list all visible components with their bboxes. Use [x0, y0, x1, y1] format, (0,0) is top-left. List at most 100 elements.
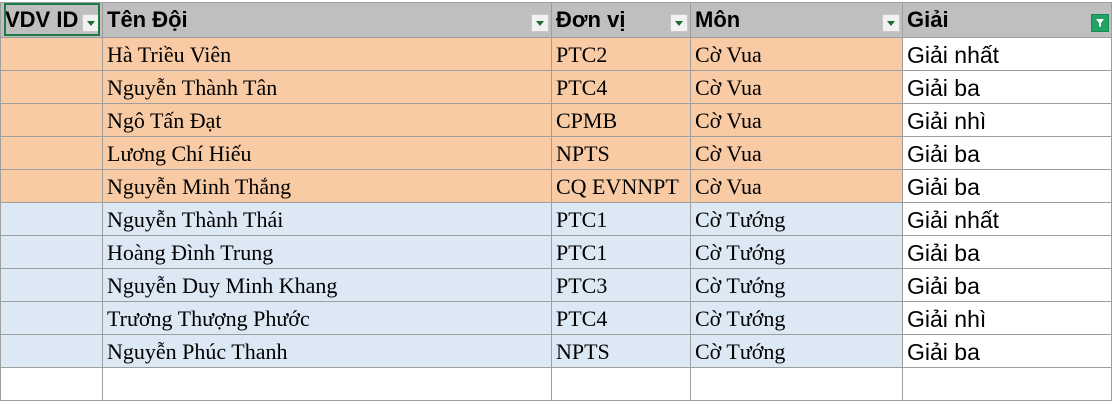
cell-ten-doi[interactable]: Nguyễn Phúc Thanh — [102, 334, 552, 368]
cell-don-vi[interactable]: CQ EVNNPT — [551, 169, 691, 203]
header-ten-doi[interactable]: Tên Đội — [102, 2, 552, 38]
cell-mon[interactable]: Cờ Vua — [690, 136, 903, 170]
cell-giai[interactable]: Giải ba — [902, 235, 1112, 269]
cell-don-vi[interactable]: PTC1 — [551, 202, 691, 236]
table-row[interactable]: Nguyễn Phúc Thanh NPTS Cờ Tướng Giải ba — [0, 334, 1112, 368]
cell-text: Giải nhất — [907, 42, 1000, 68]
cell-don-vi[interactable]: PTC4 — [551, 70, 691, 104]
filter-dropdown-icon[interactable] — [882, 14, 900, 32]
cell-giai[interactable]: Giải ba — [902, 268, 1112, 302]
header-label: Giải — [907, 7, 949, 32]
cell-don-vi[interactable]: NPTS — [551, 136, 691, 170]
table-row[interactable]: Hà Triều Viên PTC2 Cờ Vua Giải nhất — [0, 37, 1112, 71]
cell-ten-doi[interactable]: Lương Chí Hiếu — [102, 136, 552, 170]
cell-text: Cờ Vua — [695, 141, 762, 166]
table-row[interactable]: Nguyễn Minh Thắng CQ EVNNPT Cờ Vua Giải … — [0, 169, 1112, 203]
header-mon[interactable]: Môn — [690, 2, 903, 38]
cell-text: Cờ Tướng — [695, 339, 786, 364]
cell-text: Giải nhất — [907, 207, 1000, 233]
cell-text: Giải ba — [907, 273, 980, 299]
header-don-vi[interactable]: Đơn vị — [551, 2, 691, 38]
filter-dropdown-icon[interactable] — [82, 14, 100, 32]
filter-dropdown-icon[interactable] — [670, 14, 688, 32]
cell-mon[interactable]: Cờ Vua — [690, 103, 903, 137]
cell-don-vi[interactable]: NPTS — [551, 334, 691, 368]
cell-ten-doi[interactable]: Hà Triều Viên — [102, 37, 552, 71]
cell-text: Giải ba — [907, 75, 980, 101]
cell-text: Giải ba — [907, 174, 980, 200]
cell-giai[interactable]: Giải nhất — [902, 37, 1112, 71]
table-row[interactable]: Ngô Tấn Đạt CPMB Cờ Vua Giải nhì — [0, 103, 1112, 137]
header-label: Đơn vị — [556, 7, 626, 32]
cell-mon[interactable]: Cờ Vua — [690, 70, 903, 104]
cell-giai[interactable]: Giải nhì — [902, 301, 1112, 335]
cell-vdv-id[interactable] — [0, 334, 103, 368]
cell-mon[interactable]: Cờ Vua — [690, 37, 903, 71]
cell-vdv-id[interactable] — [0, 103, 103, 137]
cell-don-vi[interactable]: PTC3 — [551, 268, 691, 302]
header-giai[interactable]: Giải — [902, 2, 1112, 38]
cell-mon[interactable]: Cờ Tướng — [690, 301, 903, 335]
cell-vdv-id[interactable] — [0, 301, 103, 335]
cell-text: Ngô Tấn Đạt — [107, 108, 222, 133]
header-vdv-id[interactable]: VDV ID — [0, 2, 103, 38]
header-label: VDV ID — [5, 7, 79, 32]
cell-text: Cờ Tướng — [695, 273, 786, 298]
cell-text: Hoàng Đình Trung — [107, 240, 274, 265]
cell-mon[interactable]: Cờ Vua — [690, 169, 903, 203]
cell-text: PTC1 — [556, 207, 608, 232]
empty-cell[interactable] — [102, 367, 552, 401]
cell-vdv-id[interactable] — [0, 202, 103, 236]
cell-mon[interactable]: Cờ Tướng — [690, 268, 903, 302]
table-row[interactable]: Trương Thượng Phước PTC4 Cờ Tướng Giải n… — [0, 301, 1112, 335]
cell-giai[interactable]: Giải ba — [902, 169, 1112, 203]
cell-giai[interactable]: Giải ba — [902, 334, 1112, 368]
filter-dropdown-icon[interactable] — [531, 14, 549, 32]
cell-text: Hà Triều Viên — [107, 42, 232, 67]
cell-giai[interactable]: Giải ba — [902, 136, 1112, 170]
cell-ten-doi[interactable]: Nguyễn Duy Minh Khang — [102, 268, 552, 302]
cell-text: Nguyễn Duy Minh Khang — [107, 273, 338, 298]
cell-vdv-id[interactable] — [0, 37, 103, 71]
cell-ten-doi[interactable]: Trương Thượng Phước — [102, 301, 552, 335]
cell-vdv-id[interactable] — [0, 169, 103, 203]
cell-ten-doi[interactable]: Nguyễn Thành Tân — [102, 70, 552, 104]
table-row[interactable]: Nguyễn Thành Thái PTC1 Cờ Tướng Giải nhấ… — [0, 202, 1112, 236]
cell-don-vi[interactable]: PTC2 — [551, 37, 691, 71]
filter-applied-icon[interactable] — [1091, 14, 1109, 32]
cell-vdv-id[interactable] — [0, 70, 103, 104]
cell-mon[interactable]: Cờ Tướng — [690, 202, 903, 236]
cell-text: Nguyễn Thành Thái — [107, 207, 284, 232]
cell-ten-doi[interactable]: Nguyễn Thành Thái — [102, 202, 552, 236]
cell-giai[interactable]: Giải nhất — [902, 202, 1112, 236]
cell-text: Cờ Tướng — [695, 207, 786, 232]
cell-don-vi[interactable]: PTC4 — [551, 301, 691, 335]
cell-mon[interactable]: Cờ Tướng — [690, 235, 903, 269]
cell-giai[interactable]: Giải ba — [902, 70, 1112, 104]
empty-cell[interactable] — [690, 367, 903, 401]
empty-cell[interactable] — [0, 367, 103, 401]
empty-cell[interactable] — [902, 367, 1112, 401]
header-label: Môn — [695, 7, 741, 32]
cell-don-vi[interactable]: PTC1 — [551, 235, 691, 269]
cell-text: Nguyễn Phúc Thanh — [107, 339, 288, 364]
table-row[interactable]: Nguyễn Duy Minh Khang PTC3 Cờ Tướng Giải… — [0, 268, 1112, 302]
table-row[interactable]: Nguyễn Thành Tân PTC4 Cờ Vua Giải ba — [0, 70, 1112, 104]
cell-text: Giải nhì — [907, 306, 987, 332]
cell-text: Cờ Vua — [695, 174, 762, 199]
cell-ten-doi[interactable]: Nguyễn Minh Thắng — [102, 169, 552, 203]
cell-giai[interactable]: Giải nhì — [902, 103, 1112, 137]
cell-mon[interactable]: Cờ Tướng — [690, 334, 903, 368]
empty-row[interactable] — [0, 367, 1112, 401]
cell-vdv-id[interactable] — [0, 136, 103, 170]
cell-ten-doi[interactable]: Hoàng Đình Trung — [102, 235, 552, 269]
table-row[interactable]: Hoàng Đình Trung PTC1 Cờ Tướng Giải ba — [0, 235, 1112, 269]
cell-ten-doi[interactable]: Ngô Tấn Đạt — [102, 103, 552, 137]
cell-vdv-id[interactable] — [0, 235, 103, 269]
cell-text: Cờ Vua — [695, 75, 762, 100]
table-row[interactable]: Lương Chí Hiếu NPTS Cờ Vua Giải ba — [0, 136, 1112, 170]
cell-vdv-id[interactable] — [0, 268, 103, 302]
cell-text: Giải ba — [907, 141, 980, 167]
cell-don-vi[interactable]: CPMB — [551, 103, 691, 137]
empty-cell[interactable] — [551, 367, 691, 401]
